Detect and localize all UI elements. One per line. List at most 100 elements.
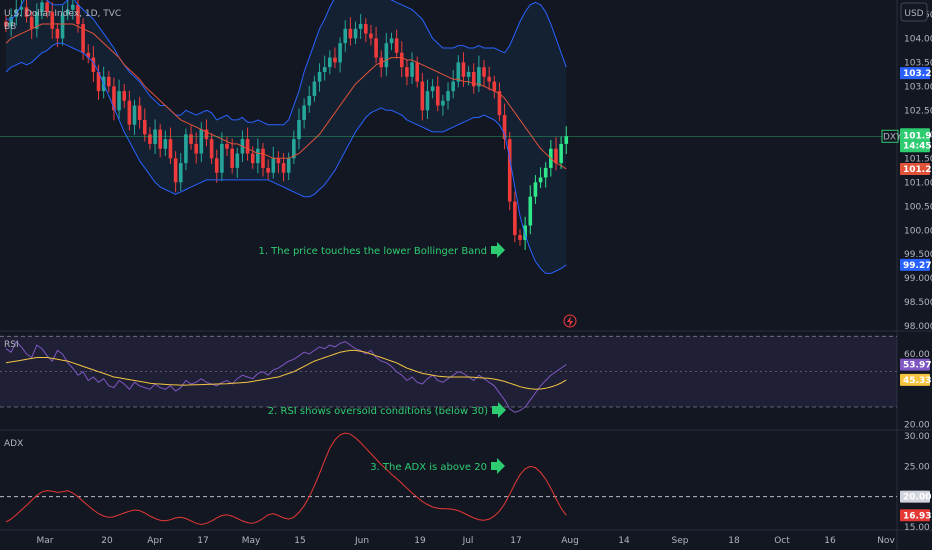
price-pane[interactable] [0,0,897,274]
adx-line[interactable] [5,432,567,526]
candle[interactable] [466,66,471,86]
candle[interactable] [297,108,301,150]
candle[interactable] [209,133,214,165]
candle[interactable] [477,55,481,93]
candle[interactable] [230,138,234,174]
candle[interactable] [35,3,39,38]
candle[interactable] [430,79,435,99]
candle[interactable] [343,20,348,52]
candle[interactable] [204,119,209,147]
candle[interactable] [507,131,512,211]
candle[interactable] [564,126,569,154]
candle[interactable] [302,98,306,129]
candle[interactable] [153,119,157,154]
candle[interactable] [364,18,368,43]
candle[interactable] [487,66,491,91]
candle[interactable] [394,29,399,59]
candle[interactable] [19,0,24,17]
candle[interactable] [482,59,486,87]
candle[interactable] [435,76,440,112]
candle[interactable] [471,63,476,94]
candle[interactable] [538,167,543,189]
candle[interactable] [245,127,250,161]
candle[interactable] [333,47,337,69]
candle[interactable] [456,55,461,88]
candle[interactable] [168,127,173,165]
candle[interactable] [112,77,116,121]
time-axis[interactable]: Mar 20 Apr 17 May 15 Jun 19 Jul 17 Aug 14 Sep 18 Oct 16… [37,536,896,546]
candle[interactable] [415,56,419,88]
candle[interactable] [399,41,404,78]
candle[interactable] [127,90,132,131]
candle[interactable] [559,136,563,169]
candle[interactable] [163,130,168,156]
candle[interactable] [65,0,70,21]
candle[interactable] [117,79,121,119]
candle[interactable] [86,44,91,64]
candle[interactable] [148,127,152,150]
candle[interactable] [328,50,332,75]
candle[interactable] [24,0,29,23]
price-axis[interactable]: 98.000 98.500 99.000 99.500 100.000 100.500 10… [881,10,932,533]
candle[interactable] [266,159,270,180]
adx-pane-label[interactable]: ADX [4,439,23,449]
candle[interactable] [250,146,255,169]
candle[interactable] [513,191,517,243]
candle[interactable] [225,136,229,156]
candle[interactable] [451,70,455,99]
candle[interactable] [158,123,162,158]
candle[interactable] [374,26,378,64]
candle[interactable] [543,162,548,188]
candle[interactable] [317,63,322,92]
candle[interactable] [518,229,522,246]
candle[interactable] [554,137,558,171]
candle[interactable] [189,125,193,150]
candle[interactable] [96,64,101,100]
candle[interactable] [45,0,49,18]
candle[interactable] [261,142,265,177]
rsi-pane[interactable] [0,335,897,413]
candle[interactable] [276,151,281,174]
candle[interactable] [502,103,507,150]
candle[interactable] [220,132,224,182]
candle[interactable] [178,153,183,191]
candle[interactable] [173,151,178,193]
candle[interactable] [71,0,75,20]
bb-lower-line[interactable] [5,42,567,274]
candle[interactable] [322,55,327,81]
candle[interactable] [384,33,389,76]
candle[interactable] [338,37,342,73]
candle[interactable] [9,8,13,37]
rsi-ma-line[interactable] [5,349,567,390]
candle[interactable] [528,185,533,235]
candle[interactable] [50,1,55,39]
candle[interactable] [122,83,127,108]
candle[interactable] [40,0,44,20]
rsi-line[interactable] [5,340,567,413]
candle[interactable] [353,21,358,45]
symbol-title[interactable]: U.S. Dollar Index, 1D, TVC [4,9,121,19]
candle[interactable] [441,94,445,116]
candle[interactable] [348,17,353,46]
candle[interactable] [281,153,286,182]
candle[interactable] [184,128,188,171]
candle[interactable] [446,82,450,110]
bb-indicator-label[interactable]: BB [4,22,16,32]
candle[interactable] [389,32,394,51]
candle[interactable] [369,24,373,46]
candle[interactable] [312,75,317,102]
candle[interactable] [132,99,137,135]
candle[interactable] [405,59,409,86]
lightning-icon[interactable] [563,314,577,328]
candle[interactable] [4,15,8,33]
candle[interactable] [91,46,96,83]
currency-button[interactable] [900,2,928,22]
candle[interactable] [194,132,198,164]
candle[interactable] [533,175,538,204]
rsi-pane-label[interactable]: RSI [4,340,19,350]
candle[interactable] [137,96,142,129]
candle[interactable] [425,79,430,119]
adx-pane[interactable] [0,432,897,526]
candle[interactable] [420,72,425,121]
